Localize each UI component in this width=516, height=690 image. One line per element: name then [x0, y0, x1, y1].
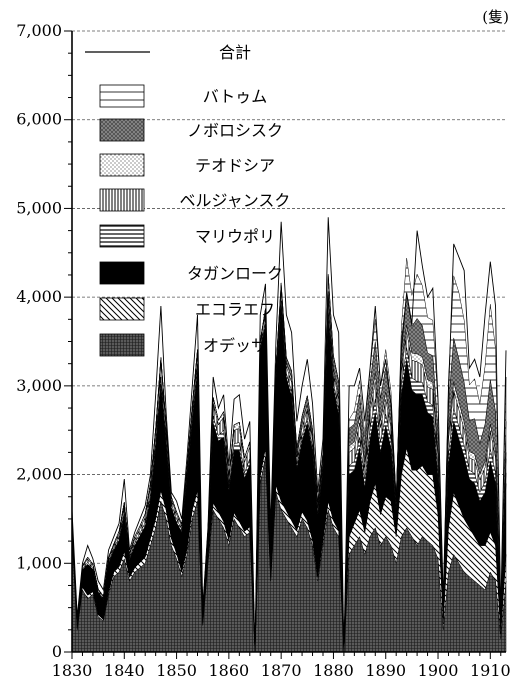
series-area-7 [71, 258, 507, 653]
legend-item-6: タガンローク [99, 261, 283, 285]
legend-item-7: エコラエフ [99, 297, 275, 321]
y-tick-label: 5,000 [16, 198, 62, 217]
legend-label: オデッサ [203, 336, 267, 355]
legend-item-5: マリウポリ [99, 224, 275, 248]
total-line-path [71, 217, 507, 653]
y-tick-label: 6,000 [16, 110, 62, 129]
legend-label: 合計 [219, 43, 251, 62]
unit-label: (隻) [482, 8, 509, 26]
x-tick-label: 1840 [104, 661, 145, 680]
legend-swatch [99, 153, 145, 177]
total-line [71, 217, 507, 653]
y-tick-label: 3,000 [16, 376, 62, 395]
y-tick-label: 2,000 [16, 465, 62, 484]
legend-label: テオドシア [195, 156, 275, 175]
legend-item-1: バトゥム [99, 84, 267, 108]
y-tick-label: 1,000 [16, 553, 62, 572]
x-tick-label: 1850 [156, 661, 197, 680]
x-tick-label: 1910 [470, 661, 511, 680]
y-tick-label: 7,000 [16, 21, 62, 40]
legend-item-4: ベルジャンスク [99, 188, 291, 212]
legend-item-3: テオドシア [99, 153, 275, 177]
y-tick-label: 0 [52, 642, 62, 661]
axes: 0 1,000 2,000 3,000 4,000 5,000 6,000 7,000 1830… [16, 21, 510, 680]
legend-swatch [99, 261, 145, 285]
legend-label: ノボロシスク [187, 121, 283, 140]
legend-swatch [99, 297, 145, 321]
x-tick-label: 1870 [261, 661, 302, 680]
x-tick-label: 1880 [313, 661, 354, 680]
x-tick-label: 1830 [52, 661, 93, 680]
stacked-areas [71, 258, 507, 653]
y-tick-label: 4,000 [16, 287, 62, 306]
legend-label: バトゥム [203, 87, 267, 106]
x-tick-label: 1860 [209, 661, 250, 680]
legend-label: エコラエフ [195, 300, 275, 319]
legend-swatch [99, 333, 145, 357]
x-tick-label: 1900 [418, 661, 459, 680]
legend: 合計バトゥムノボロシスクテオドシアベルジャンスクマリウポリタガンロークエコラエフ… [85, 43, 291, 357]
legend-label: タガンローク [187, 264, 283, 283]
legend-swatch [99, 224, 145, 248]
legend-swatch [99, 84, 145, 108]
legend-item-2: ノボロシスク [99, 118, 283, 142]
legend-item-0: 合計 [85, 43, 251, 62]
legend-label: ベルジャンスク [180, 191, 291, 210]
legend-label: マリウポリ [195, 227, 275, 246]
x-tick-label: 1890 [365, 661, 406, 680]
legend-item-8: オデッサ [99, 333, 267, 357]
legend-swatch [99, 118, 145, 142]
legend-swatch [99, 188, 145, 212]
